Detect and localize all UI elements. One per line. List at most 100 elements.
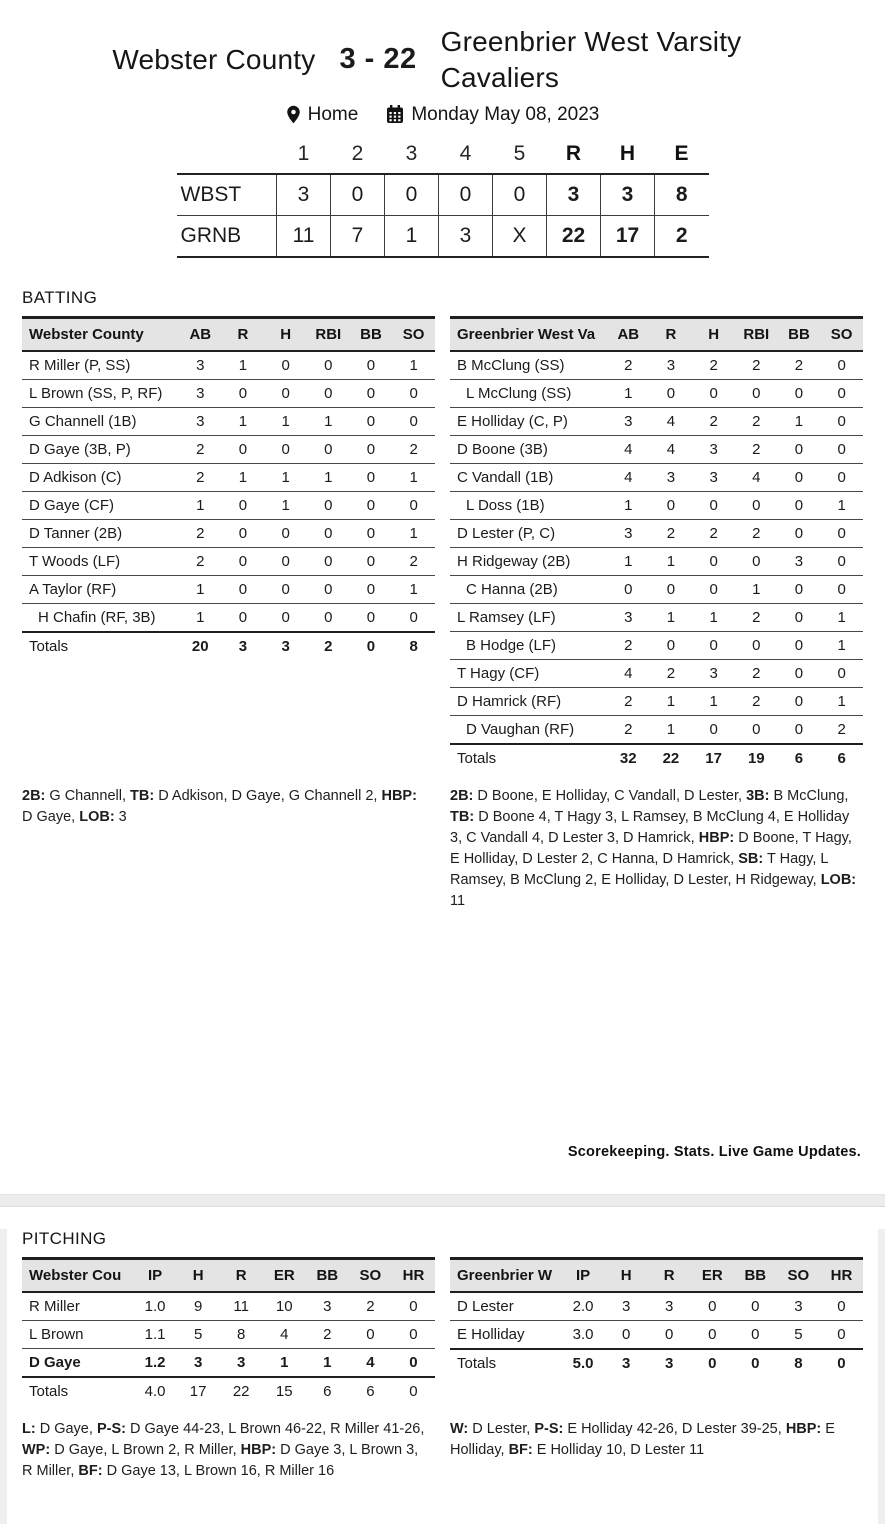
stat-cell: 0 <box>306 602 350 632</box>
stat-cell: 1 <box>221 406 265 436</box>
linescore-col-header: 5 <box>492 141 547 175</box>
linescore-corner <box>176 141 277 175</box>
stat-cell: 8 <box>219 1319 263 1349</box>
stat-cell: 0 <box>392 378 435 408</box>
player-name: L McClung (SS) <box>450 378 607 408</box>
totals-label: Totals <box>450 742 607 772</box>
stat-cell: 3 <box>692 462 735 492</box>
pitching-table-home: Greenbrier W IP H R ER BB SO HR D Lester 2.0 3 3 0 0 3… <box>450 1256 863 1377</box>
inning-score: 3 <box>438 214 493 258</box>
player-row: D Gaye (CF) 1 0 1 0 0 0 <box>22 490 435 520</box>
note-stat-label: BF: <box>78 1462 103 1479</box>
stat-cell: 0 <box>349 434 393 464</box>
player-name: B Hodge (LF) <box>450 630 607 660</box>
totals-cell: 2 <box>306 630 350 660</box>
stat-cell: 0 <box>777 434 821 464</box>
stat-column-header: H <box>176 1256 220 1293</box>
batting-section-label: BATTING <box>22 287 98 307</box>
stat-cell: 0 <box>819 1319 863 1349</box>
stat-cell: 2 <box>178 434 222 464</box>
stat-cell: 0 <box>392 602 435 632</box>
rhe-score: 3 <box>546 173 601 216</box>
stat-column-header: SO <box>392 315 435 352</box>
stat-cell: 1 <box>606 378 650 408</box>
stat-column-header: ER <box>262 1256 306 1293</box>
player-row: E Holliday (C, P) 3 4 2 2 1 0 <box>450 406 863 436</box>
pitching-table-away: Webster Cou IP H R ER BB SO HR R Miller 1.0 9 11 10 3… <box>22 1256 435 1405</box>
stat-cell: 1.2 <box>133 1347 177 1377</box>
player-name: L Ramsey (LF) <box>450 602 607 632</box>
stat-cell: 0 <box>777 378 821 408</box>
stat-cell: 9 <box>176 1291 220 1321</box>
game-meta: Home Monday May 08, 2023 <box>0 104 885 126</box>
note-stat-label: P-S: <box>534 1420 564 1437</box>
player-name: A Taylor (RF) <box>22 574 179 604</box>
final-score: 3 - 22 <box>339 43 417 76</box>
note-stat-label: 2B: <box>22 787 46 804</box>
stat-cell: 0 <box>820 434 863 464</box>
stat-cell: 0 <box>649 630 693 660</box>
location-pin-icon <box>286 105 301 124</box>
stat-cell: 0 <box>221 518 265 548</box>
player-row: T Hagy (CF) 4 2 3 2 0 0 <box>450 658 863 688</box>
player-name: B McClung (SS) <box>450 350 607 380</box>
stat-cell: 2 <box>606 630 650 660</box>
stat-cell: 3 <box>649 350 693 380</box>
stat-cell: 1 <box>221 350 265 380</box>
stat-cell: 0 <box>264 378 307 408</box>
totals-label: Totals <box>450 1347 562 1377</box>
team-column-header: Webster County <box>22 315 179 352</box>
stat-column-header: R <box>647 1256 691 1293</box>
player-row: L Doss (1B) 1 0 0 0 0 1 <box>450 490 863 520</box>
stat-column-header: SO <box>820 315 863 352</box>
totals-cell: 6 <box>348 1375 392 1405</box>
stat-cell: 1 <box>262 1347 306 1377</box>
stat-cell: 0 <box>777 686 821 716</box>
totals-cell: 0 <box>349 630 393 660</box>
totals-cell: 3 <box>221 630 265 660</box>
stat-cell: 2 <box>734 406 778 436</box>
stat-cell: 1 <box>649 686 693 716</box>
stat-cell: 0 <box>391 1319 435 1349</box>
stat-cell: 0 <box>777 518 821 548</box>
stat-column-header: BB <box>349 315 393 352</box>
stat-cell: 3 <box>692 434 735 464</box>
stat-cell: 4 <box>606 658 650 688</box>
player-name: D Hamrick (RF) <box>450 686 607 716</box>
player-row: C Vandall (1B) 4 3 3 4 0 0 <box>450 462 863 492</box>
note-stat-label: W: <box>450 1420 469 1437</box>
player-row: H Chafin (RF, 3B) 1 0 0 0 0 0 <box>22 602 435 632</box>
player-row: L Brown (SS, P, RF) 3 0 0 0 0 0 <box>22 378 435 408</box>
stat-column-header: HR <box>391 1256 435 1293</box>
inning-score: 0 <box>384 173 439 216</box>
totals-cell: 8 <box>392 630 435 660</box>
note-stat-label: HBP: <box>240 1441 277 1458</box>
player-row: B Hodge (LF) 2 0 0 0 0 1 <box>450 630 863 660</box>
player-name: D Gaye (3B, P) <box>22 434 179 464</box>
stat-cell: 2 <box>777 350 821 380</box>
note-stat-label: HBP: <box>381 787 417 804</box>
stat-cell: 11 <box>219 1291 263 1321</box>
stat-cell: 3 <box>776 1291 820 1321</box>
note-stat-label: HBP: <box>698 829 735 846</box>
totals-cell: 0 <box>690 1347 734 1377</box>
player-name: D Gaye <box>22 1347 134 1377</box>
stat-cell: 0 <box>647 1319 691 1349</box>
stat-cell: 1 <box>606 490 650 520</box>
stat-cell: 3 <box>777 546 821 576</box>
batting-table-away-container: Webster County AB R H RBI BB SO R Miller (P, SS… <box>22 315 435 660</box>
stat-column-header: R <box>219 1256 263 1293</box>
stat-cell: 0 <box>606 574 650 604</box>
totals-cell: 15 <box>262 1375 306 1405</box>
stat-cell: 1 <box>820 630 863 660</box>
stat-column-header: H <box>604 1256 648 1293</box>
stat-cell: 1 <box>734 574 778 604</box>
stat-cell: 0 <box>692 714 735 744</box>
player-row: L Brown 1.1 5 8 4 2 0 0 <box>22 1319 435 1349</box>
stat-cell: 0 <box>349 546 393 576</box>
note-stat-label: L: <box>22 1420 36 1437</box>
inning-score: 1 <box>384 214 439 258</box>
stat-cell: 2 <box>392 546 435 576</box>
stat-cell: 4 <box>262 1319 306 1349</box>
